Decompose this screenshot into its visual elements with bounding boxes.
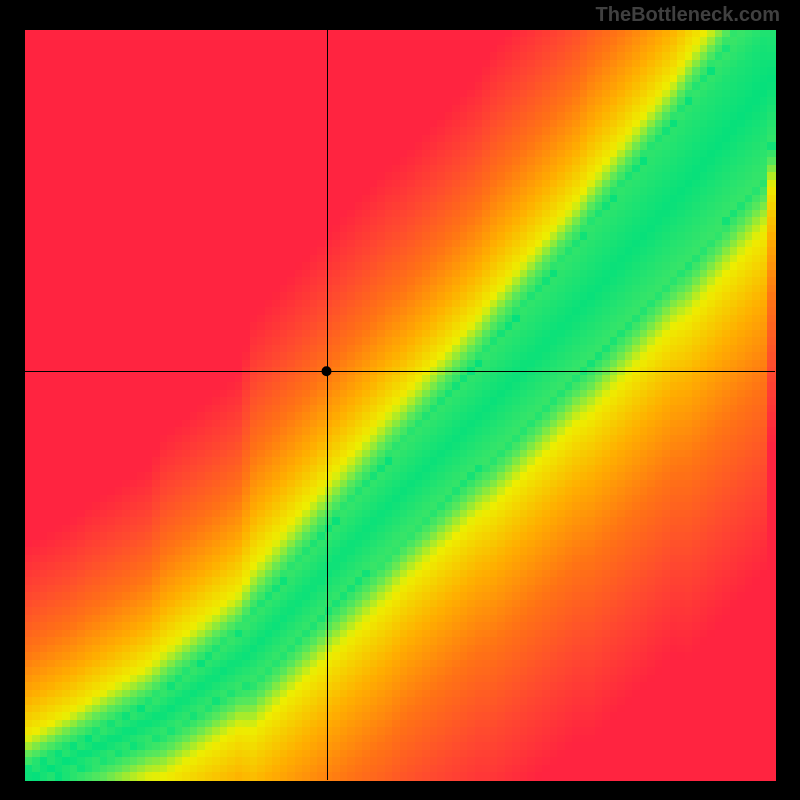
chart-container: TheBottleneck.com [0, 0, 800, 800]
watermark-text: TheBottleneck.com [596, 4, 780, 27]
heatmap-canvas [0, 0, 800, 800]
